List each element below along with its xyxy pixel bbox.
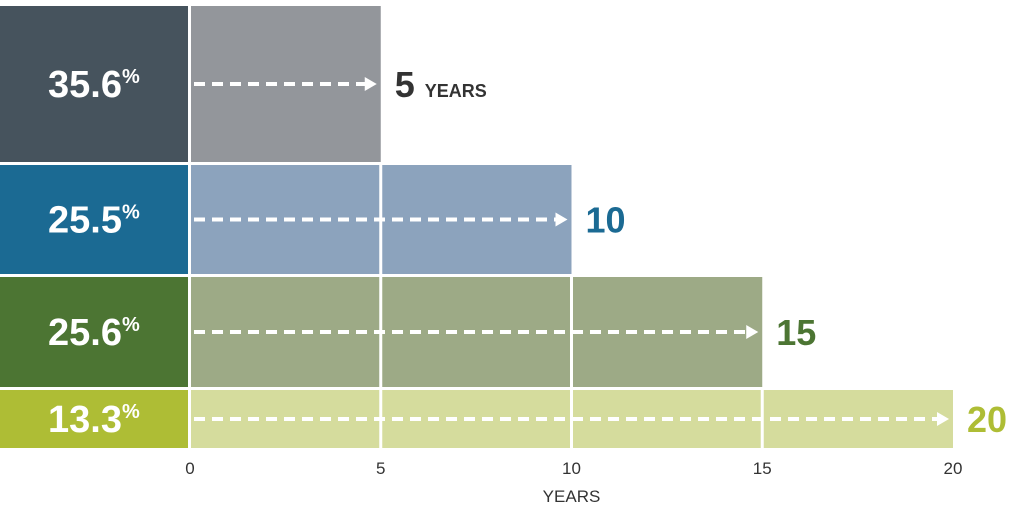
percent-block (0, 6, 188, 162)
arrow-head-icon (364, 77, 377, 91)
bar-row-20: 13.3% 20 (0, 390, 1007, 448)
x-tick-label: 15 (753, 459, 772, 478)
bar-separator (570, 390, 573, 448)
bar-row-15: 25.6% 15 (0, 277, 816, 387)
arrow-head-icon (937, 412, 949, 426)
percent-block (0, 277, 188, 387)
years-end-label: 15 (776, 312, 816, 353)
x-tick-label: 10 (562, 459, 581, 478)
percent-label: 25.6% (48, 312, 140, 354)
bar-separator (570, 277, 573, 387)
bar-row-5: 35.6% 5 YEARS (0, 6, 487, 162)
percent-label: 35.6% (48, 64, 140, 106)
percent-label: 13.3% (48, 399, 140, 441)
arrow-head-icon (746, 325, 759, 339)
x-axis-label: YEARS (543, 487, 601, 506)
percent-label: 25.5% (48, 200, 140, 242)
x-tick-label: 20 (944, 459, 963, 478)
bar-row-10: 25.5% 10 (0, 165, 626, 274)
percent-block (0, 165, 188, 274)
x-tick-label: 0 (185, 459, 194, 478)
years-end-label: 20 (967, 399, 1007, 440)
percent-block (0, 390, 188, 448)
arrow-head-icon (555, 212, 568, 227)
years-end-label: 10 (586, 200, 626, 241)
x-tick-label: 5 (376, 459, 385, 478)
years-end-label: 5 YEARS (395, 64, 487, 105)
